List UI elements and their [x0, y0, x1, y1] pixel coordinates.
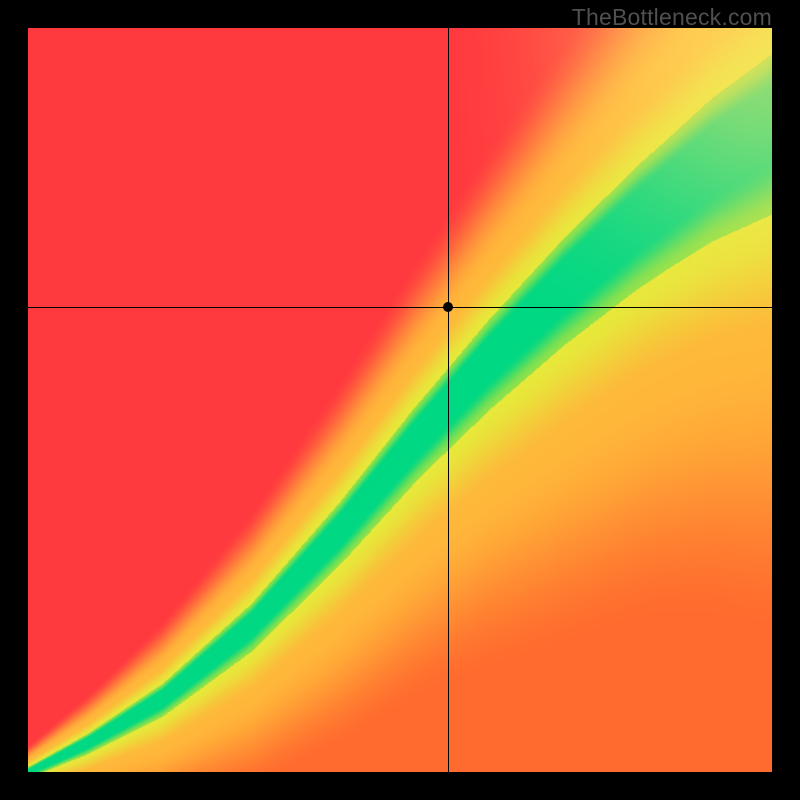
watermark-text: TheBottleneck.com: [572, 4, 772, 31]
crosshair-vertical: [448, 28, 449, 772]
bottleneck-heatmap: [28, 28, 772, 772]
crosshair-horizontal: [28, 307, 772, 308]
